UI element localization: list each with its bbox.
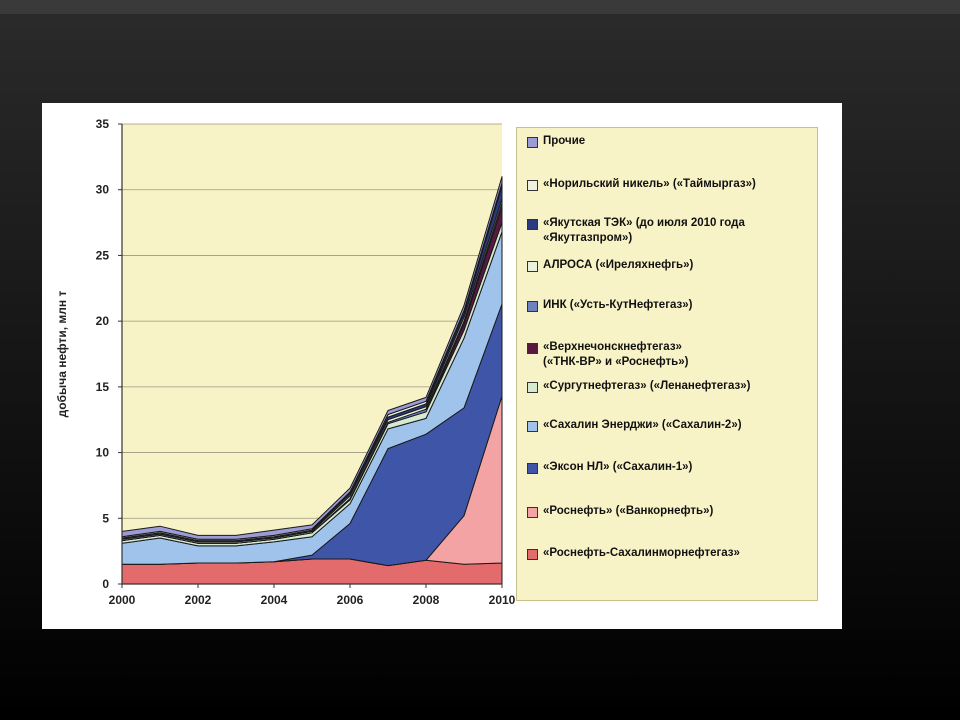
x-tick-label: 2000 — [109, 593, 136, 607]
y-axis-label: добыча нефти, млн т — [55, 291, 69, 418]
x-tick-label: 2008 — [413, 593, 440, 607]
legend-item: «Якутская ТЭК» (до июля 2010 года «Якутг… — [527, 216, 817, 246]
x-tick-label: 2004 — [261, 593, 288, 607]
x-tick-labels: 2000 2002 2004 2006 2008 2010 — [109, 593, 516, 607]
legend-label: АЛРОСА («Иреляхнефгь») — [543, 259, 694, 271]
legend-item: «Эксон НЛ» («Сахалин-1») — [527, 460, 817, 475]
legend-swatch — [527, 261, 538, 272]
legend-swatch — [527, 463, 538, 474]
y-tick-labels: 0 5 10 15 20 25 30 35 — [96, 117, 110, 591]
legend-label: «Эксон НЛ» («Сахалин-1») — [543, 461, 693, 473]
legend-swatch — [527, 382, 538, 393]
chart-figure: 0 5 10 15 20 25 30 35 2000 2002 2004 2006 2008 2010 … — [42, 103, 842, 629]
legend-label: Прочие — [543, 135, 586, 147]
legend-item: «Сахалин Энерджи» («Сахалин-2») — [527, 418, 817, 433]
legend-label: «Норильский никель» («Таймыргаз») — [543, 178, 756, 190]
area-series-10 — [121, 176, 503, 540]
y-tick-label: 15 — [96, 380, 110, 394]
y-tick-label: 35 — [96, 117, 110, 131]
legend-swatch — [527, 180, 538, 191]
legend-item: «Норильский никель» («Таймыргаз») — [527, 177, 817, 192]
legend-label: «Якутская ТЭК» (до июля 2010 года «Якутг… — [543, 217, 745, 244]
legend-label: «Сахалин Энерджи» («Сахалин-2») — [543, 419, 742, 431]
axes — [118, 123, 503, 588]
legend-item: Прочие — [527, 134, 817, 149]
legend-swatch — [527, 301, 538, 312]
legend-item: АЛРОСА («Иреляхнефгь») — [527, 258, 817, 273]
legend-swatch — [527, 343, 538, 354]
legend-item: ИНК («Усть-КутНефтегаз») — [527, 298, 817, 313]
grid-lines — [122, 123, 502, 519]
x-tick-label: 2002 — [185, 593, 212, 607]
legend-label: «Верхнечонскнефтегаз» («ТНК-ВР» и «Росне… — [543, 341, 689, 368]
legend-item: «Роснефть-Сахалинморнефтегаз» — [527, 546, 817, 561]
chart-legend: Прочие «Норильский никель» («Таймыргаз») «… — [516, 127, 818, 601]
y-tick-label: 0 — [102, 577, 109, 591]
x-tick-label: 2006 — [337, 593, 364, 607]
y-tick-label: 10 — [96, 446, 110, 460]
legend-item: «Сургутнефтегаз» («Ленанефтегаз») — [527, 379, 817, 394]
legend-label: «Роснефть» («Ванкорнефть») — [543, 505, 714, 517]
legend-swatch — [527, 507, 538, 518]
legend-swatch — [527, 137, 538, 148]
y-tick-label: 5 — [102, 511, 109, 525]
legend-item: «Роснефть» («Ванкорнефть») — [527, 504, 817, 519]
y-tick-label: 25 — [96, 248, 110, 262]
x-tick-label: 2010 — [489, 593, 516, 607]
y-tick-label: 20 — [96, 314, 110, 328]
legend-swatch — [527, 219, 538, 230]
legend-item: «Верхнечонскнефтегаз» («ТНК-ВР» и «Росне… — [527, 340, 817, 370]
legend-label: «Сургутнефтегаз» («Ленанефтегаз») — [543, 380, 751, 392]
slide-top-bar — [0, 0, 960, 14]
legend-label: «Роснефть-Сахалинморнефтегаз» — [543, 547, 740, 559]
legend-swatch — [527, 421, 538, 432]
y-tick-label: 30 — [96, 183, 110, 197]
legend-label: ИНК («Усть-КутНефтегаз») — [543, 299, 693, 311]
legend-swatch — [527, 549, 538, 560]
